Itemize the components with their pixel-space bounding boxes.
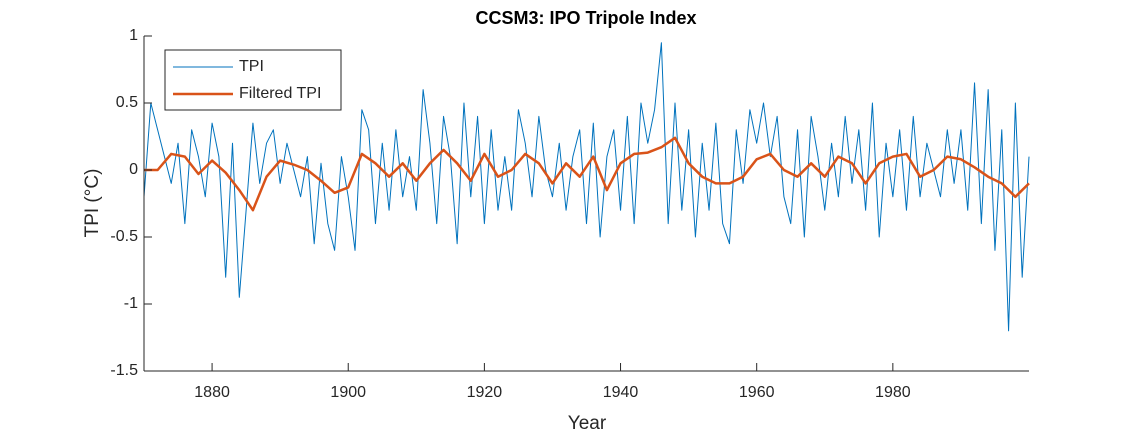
x-tick-label: 1980 [875, 384, 911, 401]
y-tick-label: 0.5 [116, 94, 138, 111]
data-line [143, 42, 1030, 332]
legend-box [164, 49, 342, 111]
data-line [144, 136, 1030, 212]
x-tick-label: 1900 [330, 384, 366, 401]
y-tick-label: -0.5 [110, 228, 138, 245]
legend-label: TPI [239, 58, 264, 75]
x-tick-label: 1960 [739, 384, 775, 401]
x-tick-label: 1940 [603, 384, 639, 401]
x-axis-label: Year [568, 413, 607, 434]
x-tick-label: 1880 [194, 384, 230, 401]
x-tick-label: 1920 [467, 384, 503, 401]
y-axis-label: TPI (°C) [82, 169, 103, 238]
y-tick-label: 1 [129, 27, 138, 44]
y-tick-label: -1 [124, 295, 138, 312]
y-tick-label: -1.5 [110, 362, 138, 379]
chart-title: CCSM3: IPO Tripole Index [475, 8, 696, 28]
y-tick-label: 0 [129, 161, 138, 178]
legend-label: Filtered TPI [239, 85, 321, 102]
